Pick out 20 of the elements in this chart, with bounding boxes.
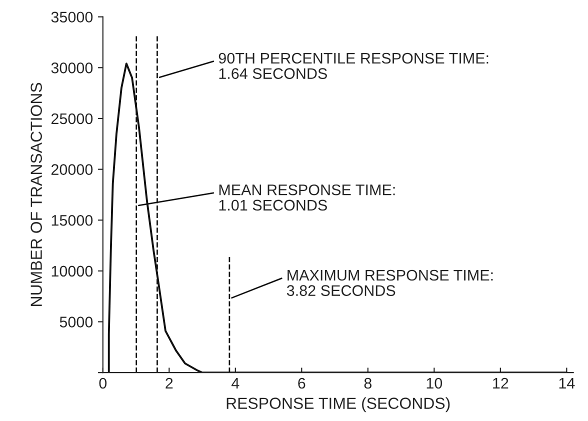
y-tick-label: 5000 — [60, 316, 93, 328]
y-tick-label: 25000 — [51, 113, 93, 124]
x-tick-label: 0 — [99, 378, 107, 389]
x-tick-label: 2 — [166, 378, 173, 389]
y-tick-label: 30000 — [51, 62, 93, 74]
x-tick-label: 6 — [298, 378, 306, 389]
ref-line-label: 90TH PERCENTILE RESPONSE TIME: 1.64 SECONDS — [218, 52, 488, 79]
x-tick-label: 10 — [426, 378, 442, 389]
y-tick-label: 35000 — [51, 12, 93, 23]
x-tick-label: 14 — [559, 378, 575, 389]
x-tick-label: 12 — [493, 378, 508, 389]
y-tick-label: 10000 — [52, 266, 93, 277]
y-tick-label: 15000 — [52, 214, 93, 226]
ref-line-label: MAXIMUM RESPONSE TIME: 3.82 SECONDS — [286, 270, 493, 296]
x-axis-title: RESPONSE TIME (SECONDS) — [226, 397, 450, 412]
y-tick-label: 20000 — [51, 164, 93, 175]
x-tick-label: 8 — [364, 378, 372, 389]
x-tick-label: 4 — [232, 378, 240, 389]
ref-line-label: MEAN RESPONSE TIME: 1.01 SECONDS — [219, 184, 395, 211]
y-axis-title: NUMBER OF TRANSACTIONS — [30, 82, 42, 306]
